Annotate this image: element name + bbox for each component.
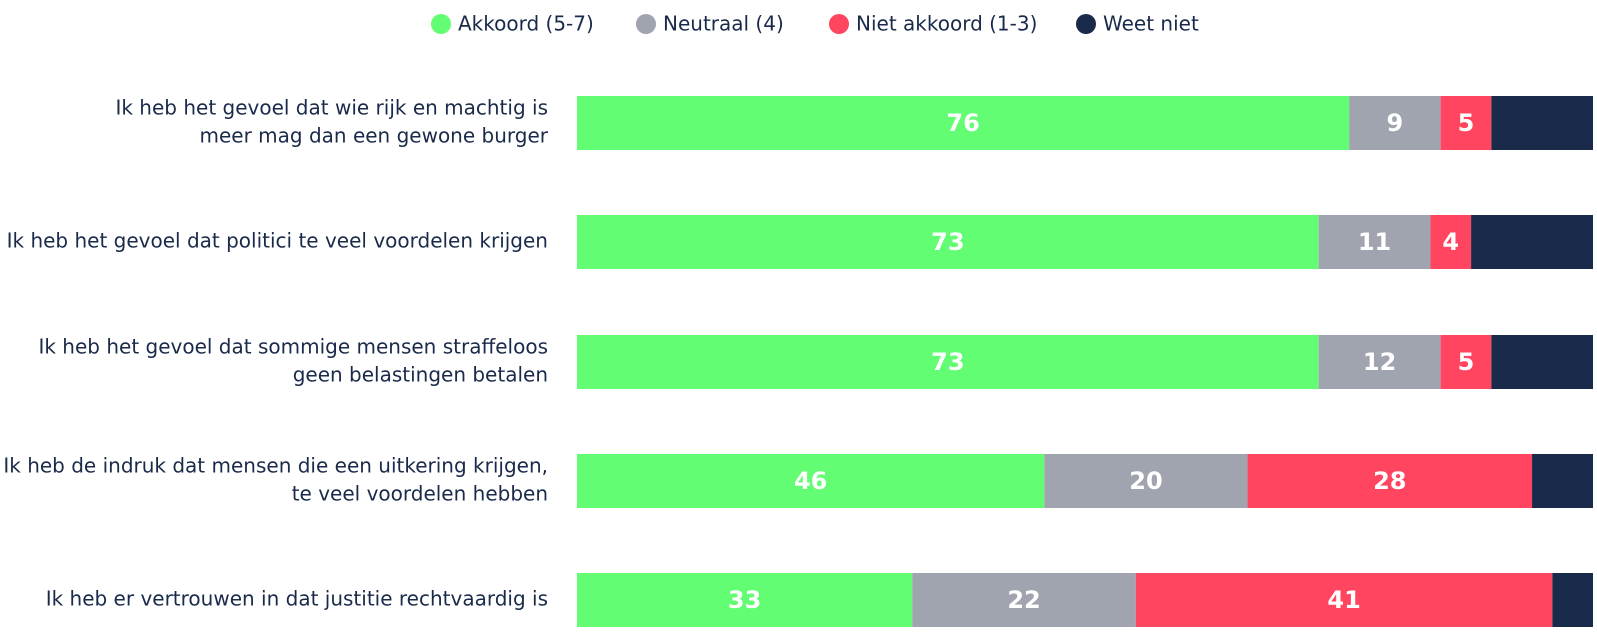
category-label: Ik heb het gevoel dat politici te veel v… [7,229,548,253]
value-label: 4 [1442,228,1459,256]
value-label: 11 [1358,228,1391,256]
category-label: Ik heb het gevoel dat sommige mensen str… [38,335,548,359]
value-label: 73 [931,348,964,376]
value-label: 33 [728,586,761,614]
legend-label: Niet akkoord (1-3) [856,12,1037,36]
bar-segment [577,215,1319,269]
legend-label: Weet niet [1103,12,1199,36]
legend-marker [829,14,849,34]
legend-marker [431,14,451,34]
value-label: 20 [1129,467,1162,495]
category-label: te veel voordelen hebben [292,482,548,506]
bar-segment [1552,573,1593,627]
value-label: 9 [1387,109,1404,137]
value-label: 12 [1363,348,1396,376]
bar-segment [577,573,913,627]
bar-segment [1318,215,1431,269]
value-label: 22 [1007,586,1040,614]
bar-segment [1044,454,1248,508]
bar-segment [1471,215,1593,269]
bar-segment [577,96,1350,150]
bar-segment [1491,96,1593,150]
legend-label: Neutraal (4) [663,12,784,36]
category-label: Ik heb de indruk dat mensen die een uitk… [3,454,548,478]
bar-segment [1532,454,1593,508]
value-label: 28 [1373,467,1406,495]
value-label: 76 [946,109,979,137]
value-label: 73 [931,228,964,256]
category-label: meer mag dan een gewone burger [200,124,549,148]
value-label: 5 [1458,348,1475,376]
bar-segment [1135,573,1553,627]
bar-segment [1247,454,1533,508]
bar-segment [1318,335,1441,389]
category-label: Ik heb het gevoel dat wie rijk en machti… [115,96,548,120]
bar-segment [577,454,1045,508]
value-label: 46 [794,467,827,495]
category-label: Ik heb er vertrouwen in dat justitie rec… [46,587,548,611]
bar-segment [1430,215,1472,269]
legend-marker [636,14,656,34]
bar-segment [1491,335,1593,389]
bar-segment [577,335,1319,389]
bar-segment [1440,335,1492,389]
bar-segment [1349,96,1441,150]
bar-segment [1440,96,1492,150]
legend-label: Akkoord (5-7) [458,12,594,36]
legend-marker [1076,14,1096,34]
value-label: 41 [1327,586,1360,614]
category-label: geen belastingen betalen [293,363,548,387]
bar-segment [912,573,1136,627]
value-label: 5 [1458,109,1475,137]
